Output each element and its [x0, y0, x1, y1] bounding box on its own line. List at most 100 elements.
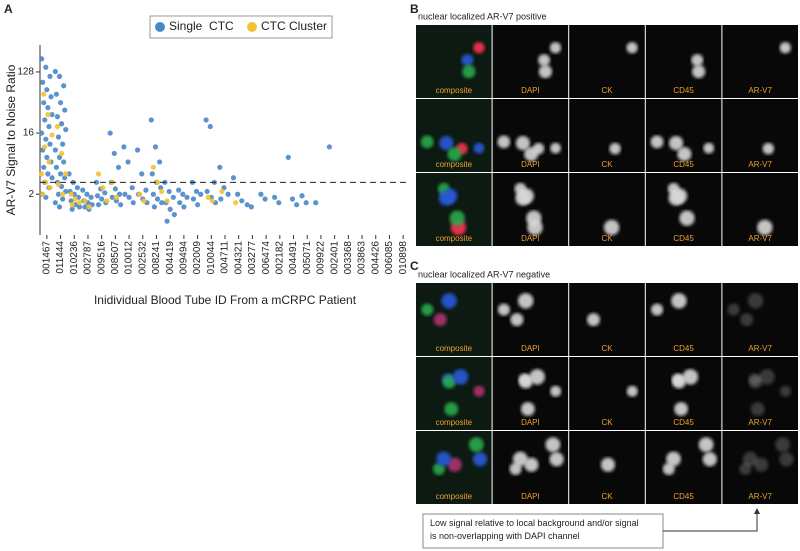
data-point [171, 212, 177, 218]
data-point [56, 73, 63, 79]
x-tick-label: 002787 [83, 241, 94, 275]
data-point [111, 150, 117, 157]
image-cell: CK [569, 173, 645, 246]
data-point [112, 186, 118, 192]
panel-title: nuclear localized AR-V7 positive [418, 11, 547, 21]
x-tick-label: 008241 [151, 241, 162, 275]
cell-blob [779, 452, 794, 467]
cell-blob [473, 142, 485, 154]
data-point [45, 112, 51, 118]
data-point [56, 204, 63, 210]
data-point [299, 193, 305, 199]
cell-blob [702, 452, 717, 467]
data-point [56, 154, 63, 160]
data-point [86, 204, 92, 210]
image-cell: DAPI [492, 25, 569, 98]
cell-blob [626, 42, 638, 54]
data-point [166, 188, 172, 195]
cell-blob [529, 369, 545, 385]
arrow-head [754, 508, 760, 514]
cell-blob [651, 303, 664, 316]
data-point [157, 159, 163, 165]
data-point [232, 200, 239, 206]
cell-blob [439, 136, 454, 151]
image-cell: DAPI [492, 357, 569, 430]
image-cell: CD45 [645, 25, 722, 98]
data-point [248, 204, 254, 210]
cell-blob [762, 142, 775, 155]
data-point [46, 159, 52, 165]
data-point [164, 218, 170, 224]
data-point [143, 187, 149, 193]
legend-marker [155, 22, 165, 32]
data-point [150, 164, 156, 170]
panel-title: nuclear localized AR-V7 negative [418, 269, 550, 279]
data-point [193, 188, 200, 195]
data-point [139, 171, 145, 177]
panel-letter: B [410, 2, 419, 16]
data-point [53, 91, 59, 97]
data-point [44, 154, 50, 160]
image-cell: composite [416, 283, 492, 356]
image-cell: CD45 [645, 283, 722, 356]
cell-bg [645, 25, 722, 98]
cell-label: CD45 [673, 344, 694, 353]
data-point [58, 150, 65, 157]
cell-blob [600, 457, 616, 472]
cell-blob [757, 219, 773, 236]
data-point [141, 198, 147, 204]
data-point [47, 185, 53, 191]
data-point [303, 200, 309, 206]
data-point [68, 191, 74, 197]
image-cell: CD45 [645, 173, 722, 246]
data-point [272, 194, 278, 200]
x-tick-label: 010898 [398, 241, 409, 275]
x-tick-label: 009494 [179, 241, 190, 275]
data-point [41, 91, 47, 97]
cell-label: CD45 [673, 86, 694, 95]
cell-blob [538, 54, 551, 67]
data-point [84, 191, 90, 197]
x-tick-label: 004419 [165, 241, 176, 275]
image-cell: DAPI [492, 431, 569, 504]
cell-label: CK [601, 234, 613, 243]
panel-letter: A [4, 2, 13, 16]
cell-blob [669, 136, 684, 151]
cell-blob [473, 385, 485, 397]
data-point [48, 94, 54, 100]
data-point [285, 154, 291, 160]
cell-blob [666, 451, 681, 467]
legend-label: Single CTC [169, 19, 234, 33]
cell-blob [441, 293, 457, 309]
data-point [99, 196, 105, 202]
cell-blob [421, 303, 434, 316]
legend-label: CTC Cluster [261, 19, 327, 33]
x-tick-label: 010012 [124, 241, 135, 275]
note-box [422, 513, 664, 549]
cell-label: DAPI [521, 86, 540, 95]
data-point [53, 164, 59, 170]
data-point [60, 196, 66, 202]
cell-blob [524, 147, 539, 162]
cell-blob [775, 437, 791, 453]
x-tick-label: 001467 [41, 241, 52, 275]
y-tick-label: 2 [28, 189, 34, 200]
data-point [154, 196, 161, 202]
data-point [49, 175, 55, 181]
data-point [62, 107, 68, 113]
x-tick-label: 003277 [247, 241, 258, 275]
note-arrow [663, 512, 758, 532]
data-point [93, 179, 100, 185]
cell-blob [698, 437, 714, 453]
cell-blob [650, 135, 664, 149]
data-point [49, 112, 55, 118]
x-tick-label: 004426 [370, 241, 381, 275]
cell-label: DAPI [521, 344, 540, 353]
x-tick-label: 010044 [206, 241, 217, 275]
image-cell: composite [416, 25, 492, 98]
cell-blob [549, 452, 564, 467]
cell-blob [447, 457, 462, 472]
data-point [239, 198, 245, 204]
